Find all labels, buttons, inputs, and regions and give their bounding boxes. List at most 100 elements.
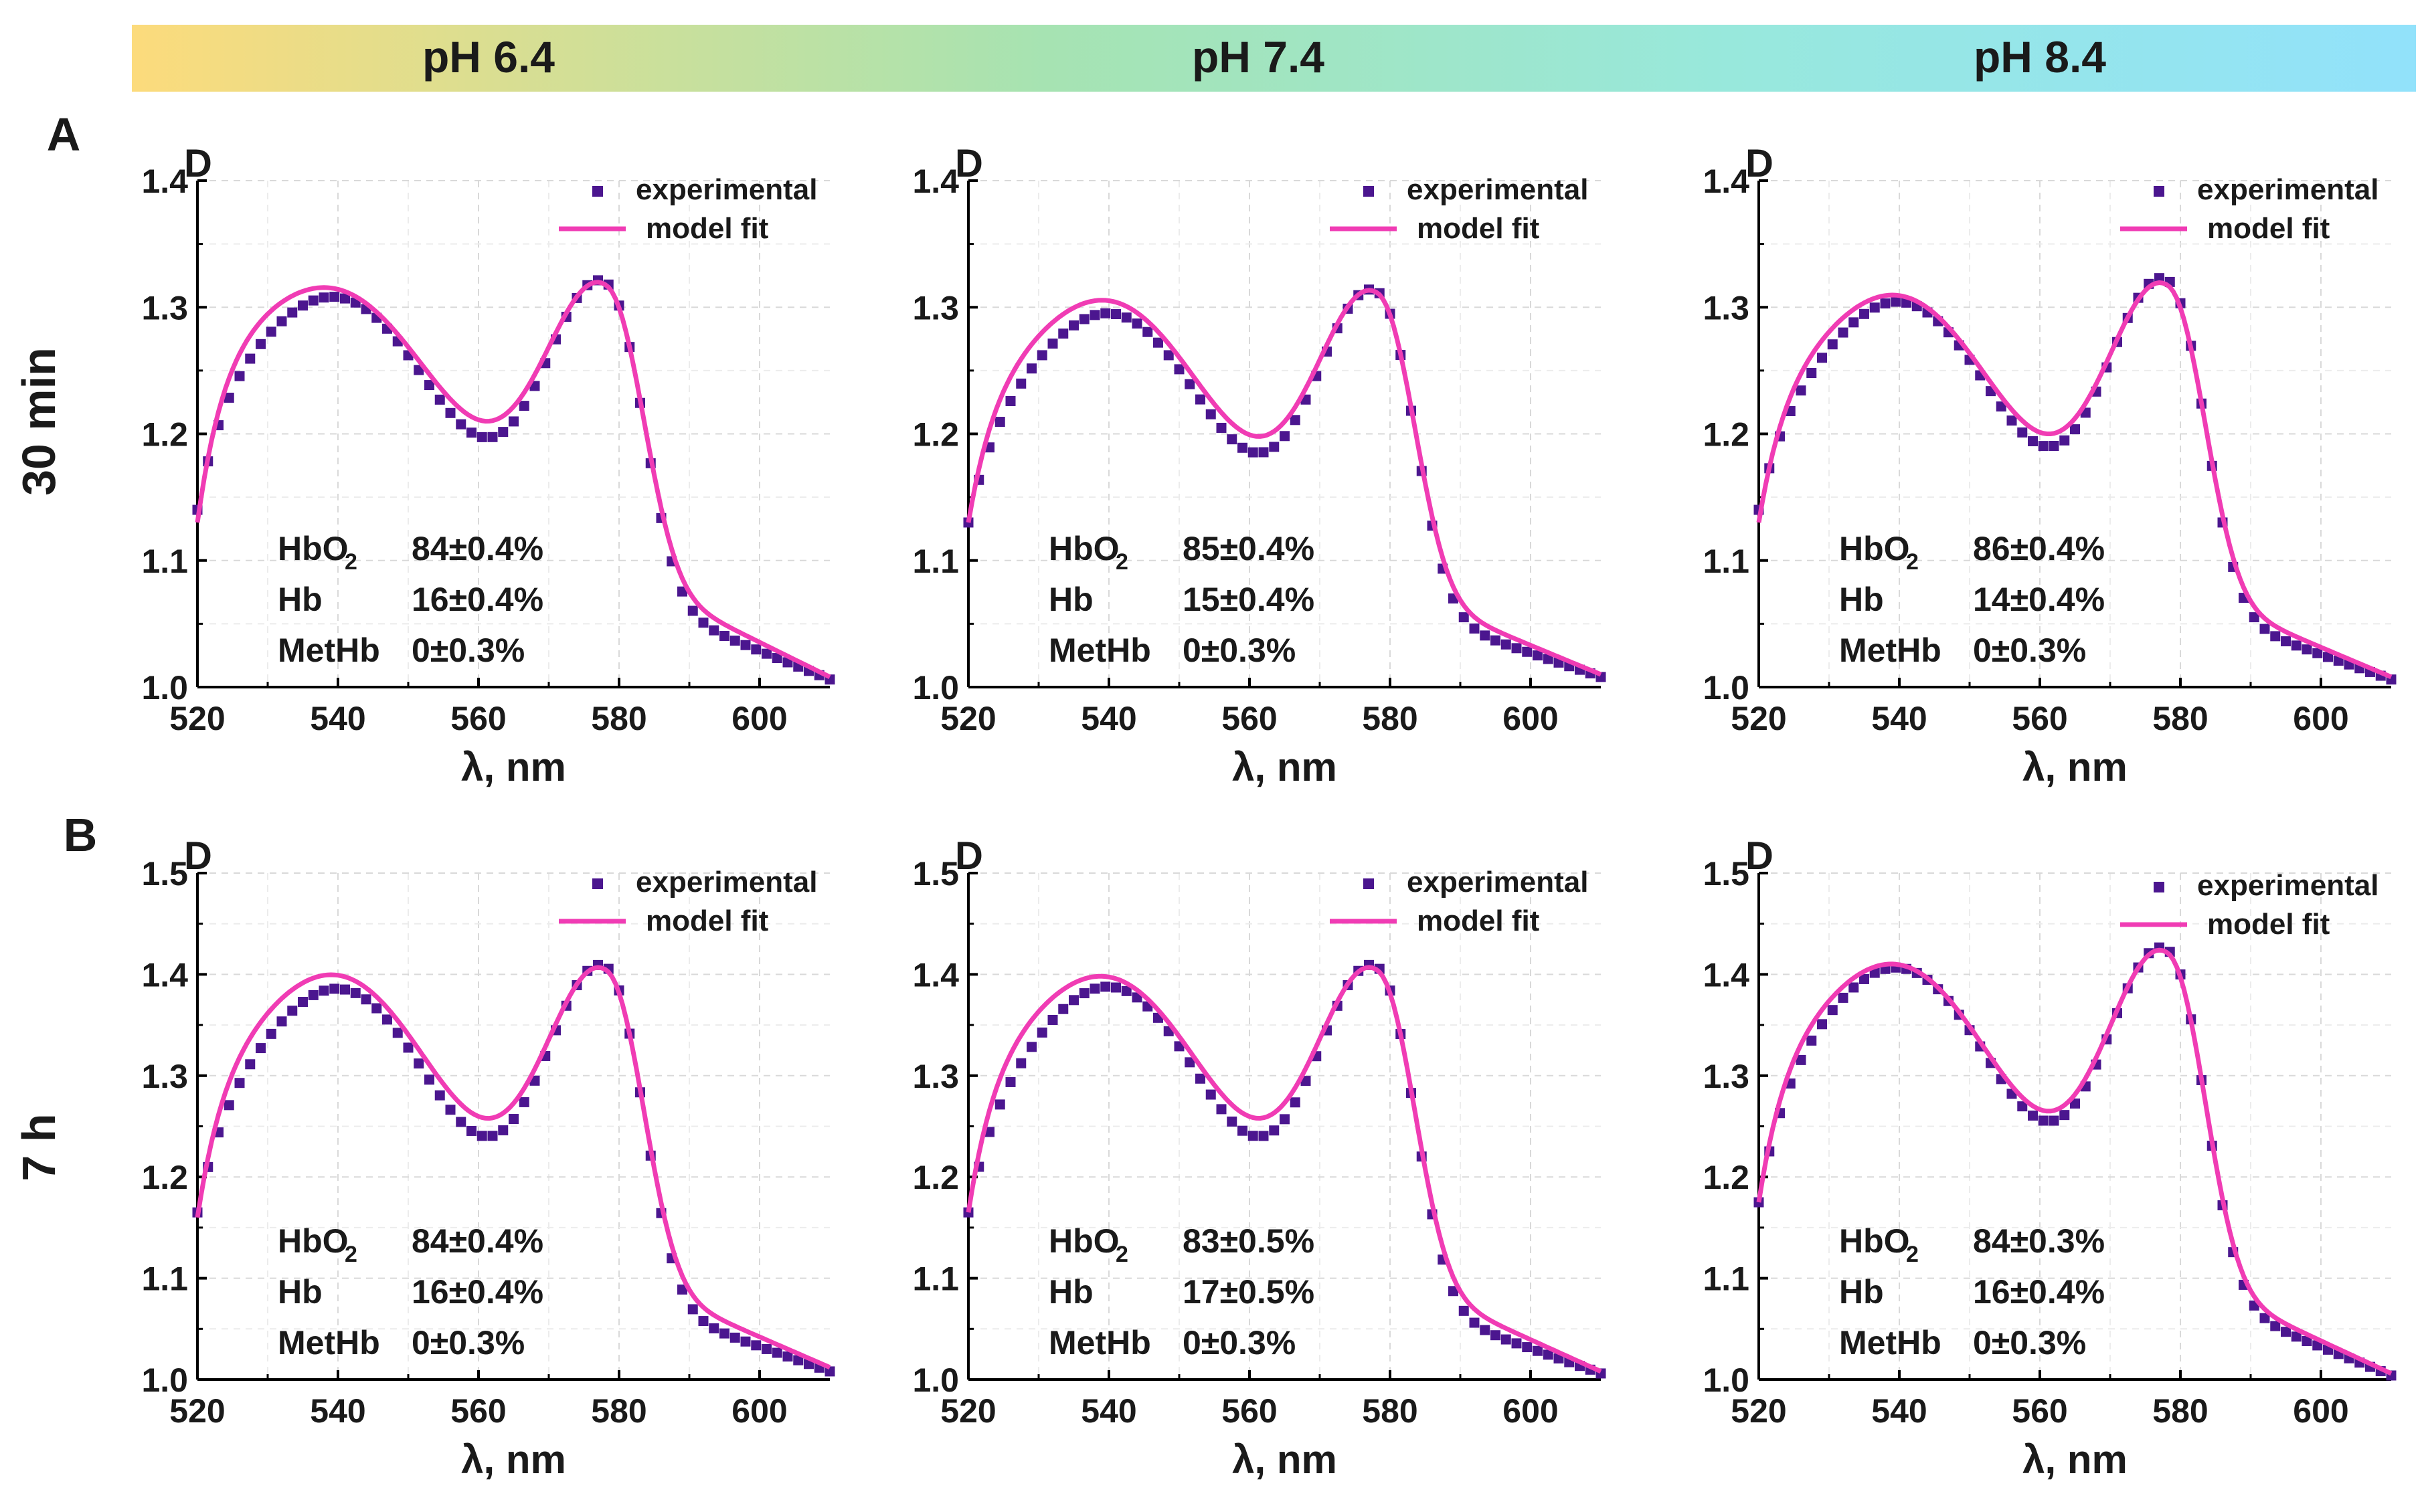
experimental-point <box>1806 368 1817 379</box>
experimental-point <box>1090 983 1100 994</box>
experimental-point <box>2302 644 2312 655</box>
experimental-point <box>1153 337 1163 348</box>
experimental-point <box>1827 1005 1838 1016</box>
component-value: 84±0.4% <box>412 530 543 567</box>
experimental-point <box>466 1125 477 1136</box>
experimental-point <box>1848 317 1859 328</box>
y-tick-label: 1.1 <box>912 1260 959 1298</box>
component-name: HbO <box>1049 530 1120 567</box>
component-value: 84±0.3% <box>1973 1222 2105 1260</box>
x-tick-label: 540 <box>310 1392 365 1430</box>
component-value: 83±0.5% <box>1183 1222 1314 1260</box>
experimental-point <box>1205 409 1216 419</box>
x-axis-title: λ, nm <box>1232 745 1337 789</box>
legend-model-fit-label: model fit <box>1417 212 1540 245</box>
experimental-point <box>509 416 519 427</box>
component-name: Hb <box>1839 1273 1884 1311</box>
component-name: MetHb <box>1839 632 1941 669</box>
experimental-point <box>2270 1321 2281 1331</box>
experimental-point <box>1796 385 1806 396</box>
component-name: HbO <box>278 530 349 567</box>
experimental-point <box>1458 612 1469 623</box>
x-tick-label: 600 <box>2293 1392 2348 1430</box>
y-tick-label: 1.3 <box>141 1058 188 1095</box>
component-value: 17±0.5% <box>1183 1273 1314 1311</box>
row-time-30-min: 30 min <box>13 347 65 496</box>
experimental-point <box>466 428 477 438</box>
component-value: 0±0.3% <box>412 632 525 669</box>
experimental-point <box>1533 1345 1543 1356</box>
experimental-point <box>1500 639 1511 650</box>
experimental-point <box>1290 415 1300 426</box>
experimental-point <box>477 432 487 442</box>
experimental-point <box>1490 1330 1500 1341</box>
model-fit-line <box>195 965 831 1370</box>
y-axis-title: D <box>955 142 983 185</box>
experimental-point <box>2038 1115 2049 1126</box>
component-name-subscript: 2 <box>345 549 357 575</box>
experimental-point <box>2291 640 2302 651</box>
experimental-point <box>2281 636 2291 647</box>
component-name: MetHb <box>278 632 380 669</box>
experimental-point <box>2059 435 2070 446</box>
y-tick-label: 1.2 <box>1703 416 1749 454</box>
experimental-point <box>984 1127 994 1137</box>
y-tick-label: 1.2 <box>141 1159 188 1196</box>
experimental-point <box>994 1099 1005 1110</box>
experimental-point <box>1237 1125 1247 1136</box>
component-value: 16±0.4% <box>412 1273 543 1311</box>
component-value: 0±0.3% <box>1973 1324 2086 1361</box>
experimental-point <box>287 307 298 318</box>
row-letter-a: A <box>47 108 81 161</box>
experimental-point <box>287 1006 298 1016</box>
y-tick-label: 1.0 <box>141 1361 188 1399</box>
y-tick-label: 1.3 <box>141 289 188 326</box>
x-tick-label: 560 <box>1221 1392 1277 1430</box>
experimental-point <box>308 989 319 1000</box>
experimental-point <box>2006 415 2017 426</box>
experimental-point <box>2038 441 2049 452</box>
experimental-point <box>1100 308 1111 318</box>
experimental-point <box>2312 648 2323 658</box>
experimental-point <box>1511 1338 1522 1349</box>
experimental-point <box>1543 1349 1553 1360</box>
legend-experimental-label: experimental <box>1407 173 1588 206</box>
component-name: MetHb <box>1049 1324 1151 1361</box>
experimental-point <box>1269 442 1280 452</box>
experimental-point <box>1142 326 1153 337</box>
experimental-point <box>445 1105 456 1115</box>
y-axis-title: D <box>184 834 212 878</box>
model-fit-line <box>195 280 831 680</box>
y-tick-label: 1.1 <box>1703 543 1749 580</box>
component-name: HbO <box>1049 1222 1120 1260</box>
experimental-point <box>519 401 529 411</box>
model-fit-line <box>1756 280 2393 680</box>
experimental-point <box>361 994 371 1005</box>
chart-panel: 1.0 1.1 1.2 1.3 1.4 1.5 520 540 560 580 600 Dλ, nm e… <box>912 834 1606 1482</box>
experimental-point <box>509 1114 519 1125</box>
experimental-point <box>762 648 772 659</box>
experimental-point <box>298 300 308 311</box>
y-axis-title: D <box>1745 834 1773 878</box>
experimental-point <box>1817 1019 1827 1030</box>
experimental-point <box>1047 339 1058 349</box>
experimental-point <box>1079 988 1090 999</box>
experimental-point <box>1100 981 1111 992</box>
experimental-point <box>994 417 1005 428</box>
y-tick-label: 1.3 <box>1703 1058 1749 1095</box>
experimental-point <box>719 1328 729 1339</box>
experimental-point <box>677 1284 687 1295</box>
experimental-point <box>1016 378 1027 389</box>
experimental-point <box>487 1131 498 1141</box>
experimental-point <box>1069 995 1079 1006</box>
experimental-point <box>1047 1014 1058 1025</box>
experimental-point <box>687 1304 698 1315</box>
x-tick-label: 560 <box>2012 1392 2067 1430</box>
y-axis-title: D <box>1745 142 1773 185</box>
experimental-point <box>1522 1342 1533 1353</box>
experimental-point <box>340 293 350 304</box>
experimental-point <box>1848 982 1859 993</box>
experimental-point <box>308 295 319 306</box>
x-tick-label: 580 <box>591 700 646 737</box>
experimental-point <box>424 1074 434 1085</box>
